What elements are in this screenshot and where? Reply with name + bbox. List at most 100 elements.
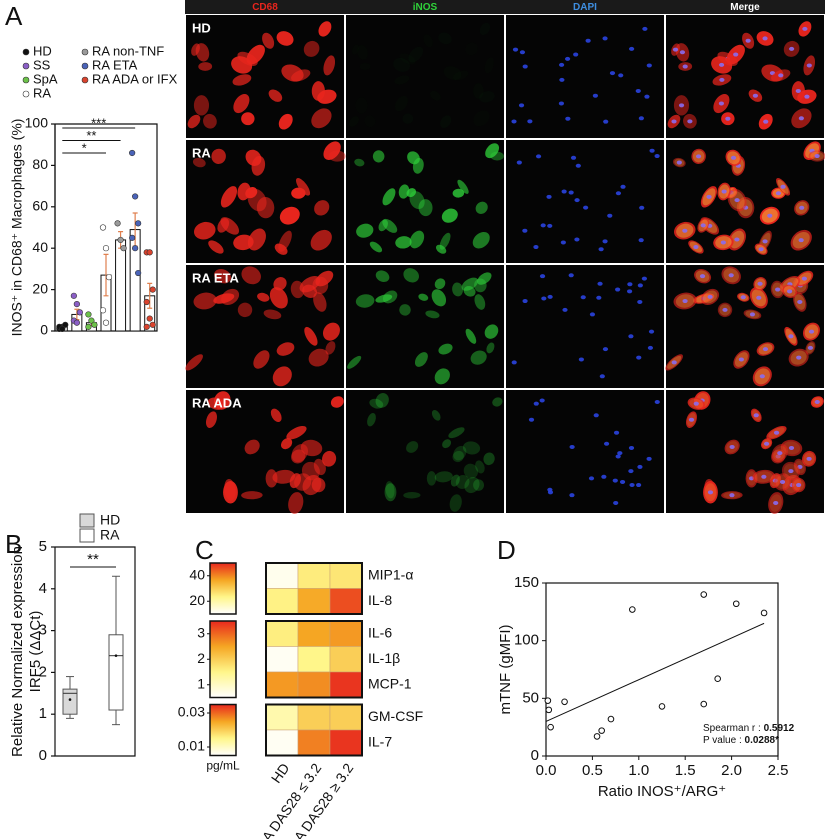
- nucleus: [613, 500, 619, 505]
- cell: [187, 114, 201, 129]
- nucleus: [511, 360, 517, 365]
- cell: [241, 112, 255, 126]
- data-point: [135, 269, 142, 277]
- micrograph-bg: [506, 15, 664, 138]
- data-point: [85, 311, 92, 318]
- cell: [325, 341, 336, 355]
- cell: [403, 268, 419, 283]
- cell: [288, 492, 304, 514]
- cell: [452, 450, 464, 463]
- significance-label: **: [86, 128, 96, 143]
- nucleus: [569, 444, 575, 449]
- nucleus: [639, 205, 645, 210]
- nucleus: [773, 430, 780, 435]
- data-point: [149, 321, 156, 328]
- nucleus: [637, 299, 643, 304]
- cell: [475, 201, 488, 214]
- nucleus: [528, 417, 535, 422]
- nucleus: [646, 63, 652, 68]
- nucleus: [522, 299, 528, 304]
- cell: [273, 277, 287, 291]
- y-tick-label: 100: [514, 632, 539, 649]
- nucleus: [799, 205, 805, 210]
- nucleus: [807, 345, 814, 350]
- legend-marker: [22, 62, 30, 70]
- data-point: [62, 321, 69, 328]
- micrograph: [346, 15, 504, 138]
- nucleus: [547, 223, 553, 228]
- cell: [286, 425, 307, 440]
- nucleus: [671, 360, 677, 365]
- heatmap-cell: [329, 729, 363, 756]
- cell: [193, 292, 217, 310]
- legend-swatch: [79, 528, 95, 543]
- nucleus: [757, 281, 763, 286]
- colorbar-tick-label: 0.01: [178, 738, 205, 754]
- nucleus: [729, 493, 735, 498]
- cell: [372, 150, 385, 163]
- nucleus: [638, 116, 644, 121]
- row-label: MCP-1: [368, 675, 412, 691]
- nucleus: [628, 334, 634, 339]
- x-tick-label: 2.0: [721, 762, 742, 779]
- cell: [207, 397, 225, 410]
- cell: [233, 234, 254, 251]
- nucleus: [547, 490, 554, 495]
- nucleus: [758, 247, 764, 252]
- cell: [322, 450, 337, 467]
- colorbar-tick-label: 20: [189, 592, 205, 608]
- cell: [490, 151, 504, 161]
- cell: [431, 409, 441, 421]
- nucleus: [788, 469, 794, 474]
- nucleus: [682, 228, 688, 233]
- cell: [434, 368, 450, 385]
- micrograph: [666, 15, 824, 138]
- cell: [311, 81, 325, 101]
- data-point: [59, 325, 66, 333]
- nucleus: [728, 273, 734, 278]
- heatmap-cell: [265, 646, 299, 673]
- row-label: RA ADA: [192, 395, 242, 410]
- cell: [291, 444, 309, 463]
- heatmap-cell: [297, 646, 331, 673]
- data-point: [76, 309, 83, 316]
- nucleus: [738, 357, 744, 362]
- legend-label: RA ADA or IFX: [92, 71, 178, 86]
- cell: [434, 471, 453, 483]
- cell: [272, 366, 292, 387]
- nucleus: [780, 184, 786, 189]
- legend-label: HD: [100, 512, 120, 528]
- micrograph-bg: [506, 265, 664, 388]
- channel-label: DAPI: [573, 2, 597, 13]
- data-point: [117, 236, 124, 244]
- cell: [463, 463, 479, 479]
- cell: [457, 179, 469, 194]
- colorbar-tick-label: 0.03: [178, 704, 205, 720]
- cell: [276, 31, 294, 46]
- row-label: MIP1-α: [368, 566, 413, 582]
- cell: [205, 411, 217, 429]
- cell: [441, 208, 458, 223]
- nucleus: [519, 50, 526, 55]
- nucleus: [718, 101, 725, 106]
- nucleus: [762, 347, 769, 352]
- heatmap-cell: [297, 588, 331, 615]
- cell: [311, 108, 332, 129]
- nucleus: [693, 401, 699, 406]
- cell: [406, 441, 419, 453]
- cell: [355, 294, 375, 308]
- stat-text: Spearman r : 0.5912: [703, 723, 795, 734]
- nucleus: [613, 430, 620, 435]
- row-label: HD: [192, 20, 211, 35]
- y-tick-label: 20: [32, 280, 48, 296]
- micrograph: [506, 390, 664, 513]
- nucleus: [778, 73, 784, 78]
- nucleus: [808, 329, 815, 334]
- nucleus: [642, 26, 648, 31]
- legend-marker: [81, 62, 89, 70]
- micrograph: [665, 265, 824, 388]
- heatmap-cell: [329, 620, 363, 647]
- x-tick-label: 1.5: [675, 762, 696, 779]
- cell: [272, 469, 296, 484]
